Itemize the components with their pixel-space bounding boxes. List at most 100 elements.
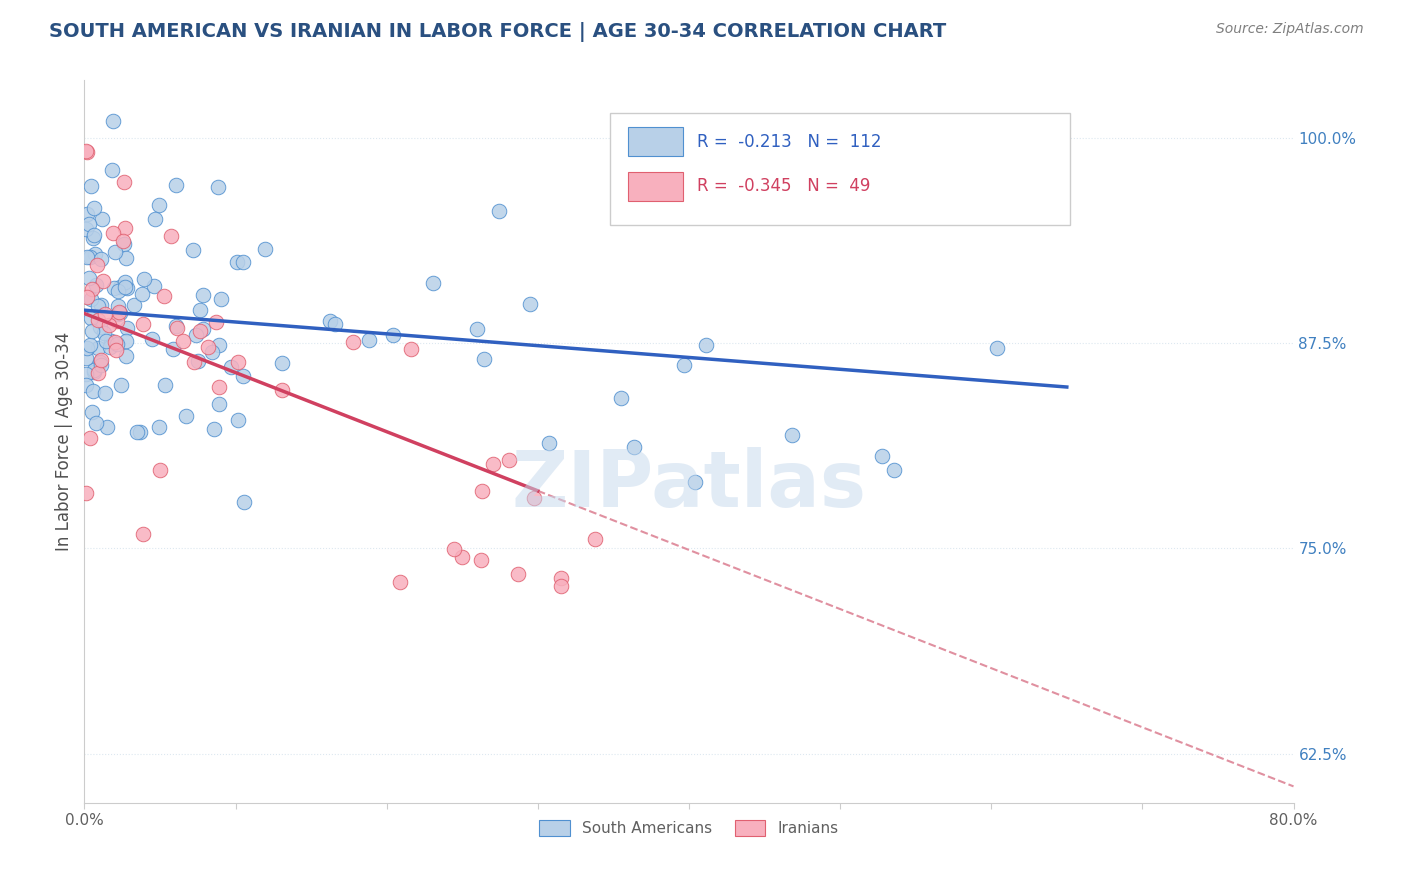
Point bbox=[107, 306, 129, 320]
Point bbox=[76, 207, 98, 221]
Point bbox=[208, 397, 231, 411]
Point bbox=[91, 212, 114, 227]
Point bbox=[550, 579, 572, 593]
Point bbox=[172, 334, 194, 348]
Point bbox=[183, 355, 205, 369]
Point bbox=[149, 463, 172, 477]
Point bbox=[83, 228, 105, 243]
Point bbox=[232, 255, 254, 269]
Point bbox=[101, 226, 124, 240]
Point bbox=[107, 304, 129, 318]
Point bbox=[155, 377, 177, 392]
Point bbox=[270, 383, 292, 397]
Point bbox=[143, 212, 166, 227]
Point bbox=[537, 436, 560, 450]
Point bbox=[80, 292, 103, 306]
Point bbox=[467, 322, 489, 336]
Point bbox=[80, 405, 103, 419]
Point bbox=[89, 319, 111, 334]
Point bbox=[166, 320, 188, 334]
Point bbox=[77, 217, 100, 231]
Point bbox=[87, 299, 110, 313]
Point bbox=[79, 431, 101, 445]
Point bbox=[148, 420, 170, 434]
Point bbox=[76, 290, 98, 304]
Point bbox=[695, 337, 717, 351]
Point bbox=[132, 527, 155, 541]
Point bbox=[176, 409, 198, 423]
Point bbox=[114, 280, 136, 294]
Point bbox=[550, 572, 572, 586]
Point bbox=[131, 287, 153, 301]
Point bbox=[883, 463, 905, 477]
Point bbox=[107, 285, 129, 299]
Point bbox=[75, 144, 97, 158]
FancyBboxPatch shape bbox=[628, 172, 683, 201]
Point bbox=[101, 114, 124, 128]
Point bbox=[623, 440, 645, 454]
Point bbox=[381, 327, 404, 342]
Point bbox=[187, 354, 209, 368]
Point bbox=[80, 178, 103, 193]
Point bbox=[204, 315, 226, 329]
FancyBboxPatch shape bbox=[610, 112, 1070, 225]
Point bbox=[114, 334, 136, 349]
Point bbox=[986, 341, 1008, 355]
Point bbox=[422, 276, 444, 290]
Point bbox=[114, 252, 136, 266]
Point bbox=[104, 334, 127, 349]
Point bbox=[83, 363, 105, 377]
Point bbox=[226, 355, 249, 369]
Point bbox=[519, 297, 541, 311]
Point bbox=[112, 175, 135, 189]
Point bbox=[443, 541, 465, 556]
Text: ZIPatlas: ZIPatlas bbox=[512, 447, 866, 523]
Point bbox=[342, 335, 364, 350]
Point bbox=[79, 250, 101, 264]
Point bbox=[90, 358, 112, 372]
Point bbox=[75, 378, 97, 392]
Point bbox=[132, 272, 155, 286]
Point bbox=[472, 351, 495, 366]
Point bbox=[583, 532, 606, 546]
Point bbox=[143, 279, 166, 293]
Point bbox=[112, 237, 135, 252]
Point bbox=[100, 334, 122, 348]
FancyBboxPatch shape bbox=[628, 128, 683, 156]
Point bbox=[76, 341, 98, 355]
Point bbox=[181, 244, 204, 258]
Point bbox=[75, 485, 97, 500]
Point bbox=[165, 319, 187, 334]
Point bbox=[207, 180, 229, 194]
Point bbox=[200, 345, 222, 359]
Point bbox=[870, 450, 893, 464]
Point bbox=[451, 550, 474, 565]
Point bbox=[94, 334, 117, 348]
Point bbox=[90, 352, 112, 367]
Point bbox=[101, 163, 124, 178]
Point bbox=[125, 425, 148, 439]
Point bbox=[129, 425, 152, 440]
Point bbox=[77, 270, 100, 285]
Point bbox=[86, 258, 108, 272]
Point bbox=[111, 234, 134, 248]
Point bbox=[197, 340, 219, 354]
Point bbox=[148, 198, 170, 212]
Point bbox=[84, 417, 107, 431]
Point bbox=[253, 242, 276, 256]
Point bbox=[323, 318, 346, 332]
Point bbox=[114, 221, 136, 235]
Point bbox=[673, 358, 696, 372]
Point bbox=[188, 324, 211, 338]
Point bbox=[115, 349, 138, 363]
Point bbox=[132, 317, 155, 331]
Point bbox=[76, 250, 98, 264]
Point bbox=[103, 281, 125, 295]
Point bbox=[271, 356, 294, 370]
Point bbox=[90, 298, 112, 312]
Point bbox=[188, 302, 211, 317]
Point bbox=[98, 340, 121, 354]
Point bbox=[233, 495, 256, 509]
Point bbox=[83, 201, 105, 215]
Point bbox=[80, 310, 103, 325]
